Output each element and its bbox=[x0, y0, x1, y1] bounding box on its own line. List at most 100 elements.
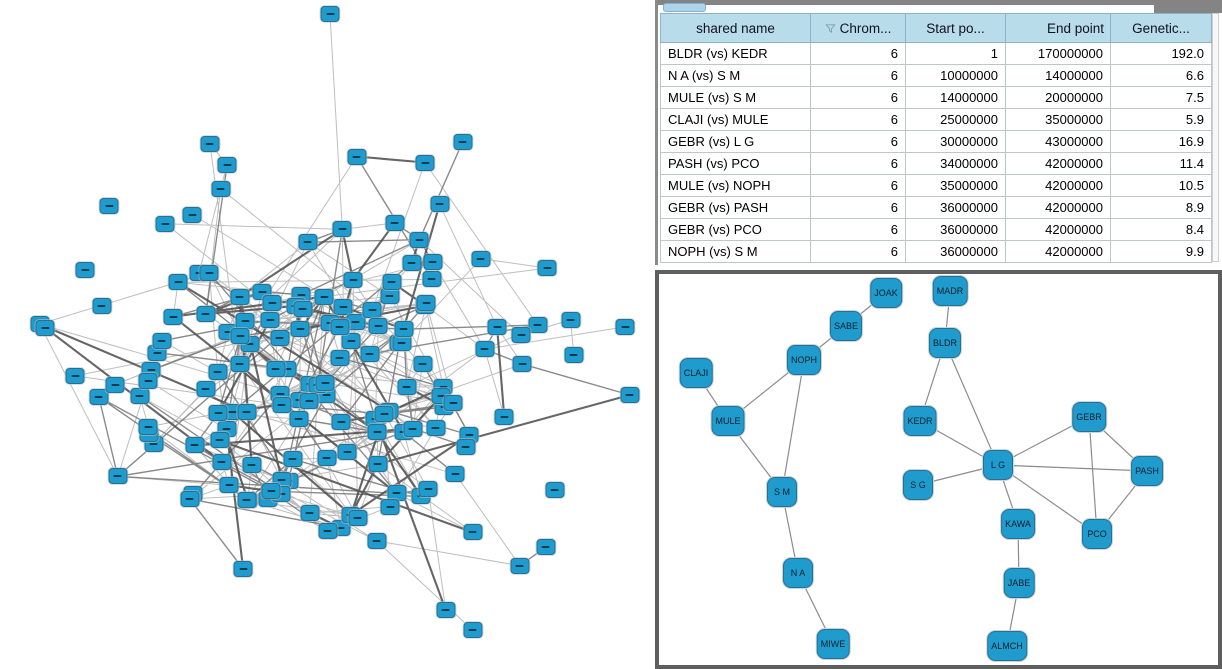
network-node[interactable] bbox=[512, 356, 532, 373]
network-node[interactable] bbox=[332, 221, 352, 238]
table-cell[interactable]: 6 bbox=[810, 240, 906, 263]
network-node[interactable] bbox=[494, 408, 514, 425]
network-node[interactable] bbox=[475, 341, 495, 358]
network-node[interactable] bbox=[423, 254, 443, 271]
network-node[interactable] bbox=[511, 327, 531, 344]
table-cell[interactable]: 42000000 bbox=[1005, 152, 1111, 175]
network-node[interactable] bbox=[108, 468, 128, 485]
table-cell[interactable]: N A (vs) S M bbox=[660, 64, 811, 87]
network-node[interactable] bbox=[130, 388, 150, 405]
network-node[interactable] bbox=[180, 491, 200, 507]
table-cell[interactable]: 42000000 bbox=[1005, 218, 1111, 241]
table-cell[interactable]: 9.9 bbox=[1110, 240, 1212, 263]
graph-node[interactable]: S G bbox=[903, 470, 933, 500]
table-cell[interactable]: 6 bbox=[810, 64, 906, 87]
graph-node[interactable]: JABE bbox=[1003, 568, 1035, 598]
network-node[interactable] bbox=[463, 622, 483, 639]
network-node[interactable] bbox=[362, 302, 382, 319]
table-cell[interactable]: 6 bbox=[810, 130, 906, 153]
graph-node[interactable]: SABE bbox=[829, 311, 863, 341]
network-node[interactable] bbox=[155, 215, 175, 232]
network-node[interactable] bbox=[266, 360, 286, 377]
table-cell[interactable]: 5.9 bbox=[1110, 108, 1212, 131]
table-cell[interactable]: 42000000 bbox=[1005, 174, 1111, 197]
network-node[interactable] bbox=[418, 481, 438, 498]
network-node[interactable] bbox=[35, 319, 55, 336]
network-node[interactable] bbox=[620, 386, 640, 403]
network-node[interactable] bbox=[367, 423, 387, 440]
horizontal-scrollbar-thumb[interactable] bbox=[663, 3, 706, 12]
network-node[interactable] bbox=[300, 505, 320, 522]
network-node[interactable] bbox=[262, 294, 282, 311]
column-header[interactable]: Genetic... bbox=[1110, 13, 1212, 43]
network-node[interactable] bbox=[564, 346, 584, 363]
network-node[interactable] bbox=[217, 156, 237, 173]
network-node[interactable] bbox=[330, 349, 350, 366]
table-cell[interactable]: 6 bbox=[810, 218, 906, 241]
network-node[interactable] bbox=[138, 373, 158, 390]
graph-node[interactable]: CLAJI bbox=[679, 358, 713, 388]
table-cell[interactable]: 6 bbox=[810, 152, 906, 175]
graph-node[interactable]: S M bbox=[767, 477, 797, 507]
column-header[interactable]: End point bbox=[1005, 13, 1111, 43]
network-node[interactable] bbox=[152, 332, 172, 349]
graph-edge[interactable] bbox=[997, 464, 1148, 472]
table-cell[interactable]: 14000000 bbox=[905, 86, 1006, 109]
network-node[interactable] bbox=[270, 329, 290, 346]
network-node[interactable] bbox=[105, 376, 125, 393]
network-node[interactable] bbox=[210, 432, 230, 449]
table-cell[interactable]: PASH (vs) PCO bbox=[660, 152, 811, 175]
network-node[interactable] bbox=[382, 274, 402, 291]
network-node[interactable] bbox=[299, 392, 319, 409]
table-cell[interactable]: 8.4 bbox=[1110, 218, 1212, 241]
network-node[interactable] bbox=[402, 255, 422, 272]
network-node[interactable] bbox=[75, 261, 95, 278]
network-node[interactable] bbox=[330, 319, 350, 336]
network-node[interactable] bbox=[92, 298, 112, 315]
network-node[interactable] bbox=[392, 335, 411, 352]
network-node[interactable] bbox=[138, 418, 158, 435]
network-node[interactable] bbox=[65, 367, 85, 384]
graph-node[interactable]: BLDR bbox=[928, 328, 962, 358]
network-node[interactable] bbox=[261, 483, 281, 500]
network-node[interactable] bbox=[430, 196, 450, 213]
table-cell[interactable]: 192.0 bbox=[1110, 42, 1212, 65]
network-node[interactable] bbox=[422, 271, 442, 288]
network-node[interactable] bbox=[536, 539, 556, 556]
network-node[interactable] bbox=[487, 319, 507, 336]
graph-node[interactable]: L G bbox=[983, 450, 1013, 480]
network-node[interactable] bbox=[347, 148, 367, 165]
network-node[interactable] bbox=[368, 456, 388, 473]
table-cell[interactable]: GEBR (vs) PCO bbox=[660, 218, 811, 241]
network-node[interactable] bbox=[163, 308, 183, 325]
network-node[interactable] bbox=[341, 332, 361, 349]
table-cell[interactable]: 16.9 bbox=[1110, 130, 1212, 153]
graph-node[interactable]: N A bbox=[783, 558, 813, 588]
network-node[interactable] bbox=[343, 271, 363, 288]
table-cell[interactable]: 10.5 bbox=[1110, 174, 1212, 197]
table-cell[interactable]: 35000000 bbox=[905, 174, 1006, 197]
overview-network-panel[interactable]: JOAK MADR SABE BLDR NOPH CLAJI GEBR MULE KEDR L G… bbox=[655, 270, 1222, 669]
table-cell[interactable]: 25000000 bbox=[905, 108, 1006, 131]
table-cell[interactable]: MULE (vs) S M bbox=[660, 86, 811, 109]
network-node[interactable] bbox=[413, 355, 433, 372]
network-node[interactable] bbox=[289, 411, 309, 428]
table-cell[interactable]: 6 bbox=[810, 108, 906, 131]
table-cell[interactable]: NOPH (vs) S M bbox=[660, 240, 811, 263]
graph-node[interactable]: NOPH bbox=[786, 345, 822, 375]
network-node[interactable] bbox=[367, 532, 387, 549]
table-cell[interactable]: 14000000 bbox=[1005, 64, 1111, 87]
network-node[interactable] bbox=[320, 6, 340, 22]
network-node[interactable] bbox=[237, 492, 257, 509]
table-cell[interactable]: GEBR (vs) PASH bbox=[660, 196, 811, 219]
network-node[interactable] bbox=[545, 481, 565, 498]
network-node[interactable] bbox=[182, 206, 202, 223]
graph-edge[interactable] bbox=[997, 464, 1098, 535]
graph-node[interactable]: MIWE bbox=[816, 629, 850, 659]
network-node[interactable] bbox=[471, 250, 491, 267]
network-node[interactable] bbox=[211, 180, 231, 197]
network-node[interactable] bbox=[463, 524, 483, 541]
graph-node[interactable]: PASH bbox=[1131, 456, 1163, 486]
network-node[interactable] bbox=[290, 321, 310, 338]
network-node[interactable] bbox=[436, 602, 456, 619]
